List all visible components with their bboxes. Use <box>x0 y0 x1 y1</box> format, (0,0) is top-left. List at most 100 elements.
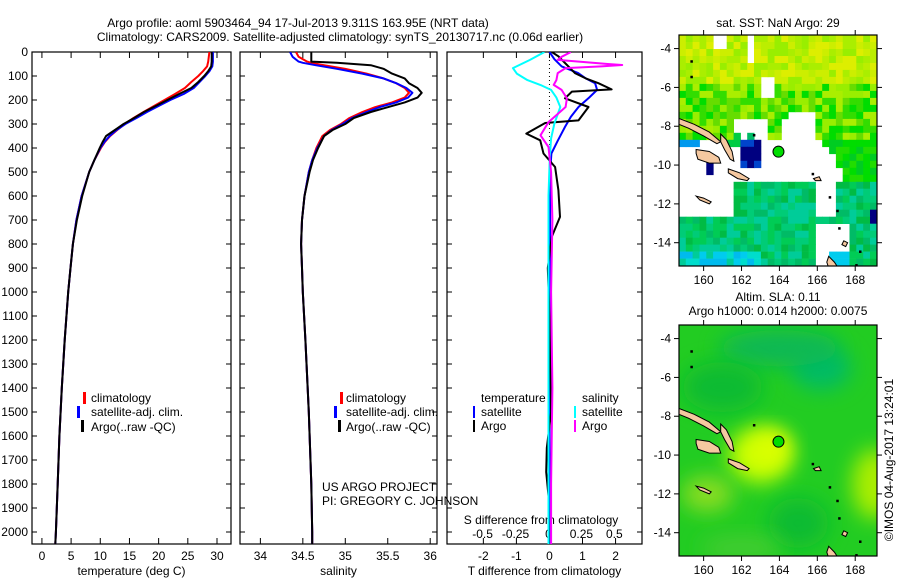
sst-cell <box>679 69 687 78</box>
sst-cell <box>808 104 816 113</box>
sst-cell <box>856 265 864 266</box>
sst-cell <box>733 35 741 43</box>
legend-label-argo: Argo(..raw -QC) <box>346 420 431 434</box>
sst-cell <box>706 83 714 92</box>
sst-cell <box>713 230 721 238</box>
sst-cell <box>719 244 728 252</box>
sst-cell <box>679 83 687 92</box>
sst-cell <box>726 118 734 127</box>
sst-cell <box>767 216 775 224</box>
sst-cell <box>863 104 871 113</box>
sst-cell <box>863 56 871 64</box>
sst-cell <box>842 111 850 120</box>
sst-cell <box>795 258 803 266</box>
sst-cell <box>795 251 803 259</box>
x-tick-label: 34 <box>254 549 268 563</box>
sst-cell <box>870 35 877 43</box>
sst-cell <box>774 42 782 50</box>
sst-cell <box>876 69 877 78</box>
lon-tick-label: 168 <box>845 273 865 287</box>
sst-cell <box>760 111 769 120</box>
legend-swatch-argo <box>338 420 341 432</box>
sst-cell <box>740 258 748 266</box>
sst-cell <box>856 188 864 196</box>
sst-cell <box>876 146 877 155</box>
sst-cell <box>726 56 734 64</box>
sst-cell <box>856 174 864 183</box>
sst-cell <box>801 195 810 203</box>
sst-map-axes: -4 -6 -8 -10 -12 -14 160 162 164 166 168 <box>654 30 882 287</box>
sst-cell <box>856 90 864 99</box>
sst-cell <box>870 69 877 78</box>
sst-cell <box>849 76 857 85</box>
sst-cell <box>835 202 844 210</box>
sst-cell <box>870 42 877 50</box>
sst-cell <box>760 63 769 71</box>
small-island <box>828 196 832 199</box>
sst-cell <box>685 49 694 57</box>
sst-cell <box>801 244 810 252</box>
difference-legend: temperature satellite Argo salinity sate… <box>473 391 623 433</box>
sst-cell <box>795 42 803 50</box>
sst-cell <box>876 139 877 148</box>
credit-project: US ARGO PROJECT <box>322 480 437 494</box>
sst-cell <box>863 132 871 141</box>
sst-cell <box>829 146 837 155</box>
depth-tick-label: 1600 <box>1 429 28 443</box>
sst-cell <box>754 42 762 50</box>
sst-cell <box>842 125 850 134</box>
depth-tick-label: 1400 <box>1 381 28 395</box>
sst-cell <box>774 63 782 71</box>
sst-cell <box>733 104 741 113</box>
plot-frame <box>31 51 232 545</box>
sst-cell <box>876 195 877 203</box>
sst-cell <box>788 97 796 106</box>
sst-cell <box>767 237 775 245</box>
sst-cell <box>863 216 871 224</box>
sst-cell <box>781 251 789 259</box>
sst-cell <box>849 258 857 266</box>
small-island <box>855 264 858 266</box>
x-tick-label: 0 <box>39 549 46 563</box>
sst-cell <box>726 76 734 85</box>
sst-cell <box>706 237 714 245</box>
sst-cell <box>781 35 789 43</box>
sst-cell <box>795 181 803 190</box>
sst-cell <box>842 104 850 113</box>
island <box>812 176 822 182</box>
sst-cell <box>692 69 700 78</box>
sst-cell <box>801 265 810 266</box>
sst-cell <box>740 160 748 169</box>
sst-cell <box>740 209 748 217</box>
depth-tick-label: 300 <box>8 117 28 131</box>
sst-cell <box>719 230 728 238</box>
sst-cell <box>733 90 741 99</box>
depth-tick-label: 2000 <box>1 525 28 539</box>
sst-cell <box>856 237 864 245</box>
sst-cell <box>808 35 816 43</box>
lat-tick-label: -14 <box>654 526 672 540</box>
sst-cell <box>747 160 755 169</box>
sst-cell <box>870 111 877 120</box>
sst-cell <box>726 104 734 113</box>
island <box>812 466 822 472</box>
sst-cell <box>815 104 823 113</box>
sst-cell <box>754 195 762 203</box>
sst-cell <box>767 56 775 64</box>
salinity-legend: climatology satellite-adj. clim. Argo(..… <box>334 391 438 434</box>
sst-cell <box>856 251 864 259</box>
sst-cell <box>713 118 721 127</box>
sst-cell <box>760 69 769 78</box>
sst-cell <box>856 195 864 203</box>
sst-cell <box>733 251 741 259</box>
sst-cell <box>801 42 810 50</box>
x2-tick-label: 0.25 <box>570 527 594 541</box>
x-axis-label: temperature (deg C) <box>77 564 185 578</box>
depth-tick-label: 900 <box>8 261 28 275</box>
sst-cell <box>706 90 714 99</box>
sst-cell <box>856 202 864 210</box>
sst-cell <box>856 167 864 176</box>
sst-cell <box>842 181 850 190</box>
lat-tick-label: -8 <box>660 119 671 133</box>
sst-cell <box>706 244 714 252</box>
